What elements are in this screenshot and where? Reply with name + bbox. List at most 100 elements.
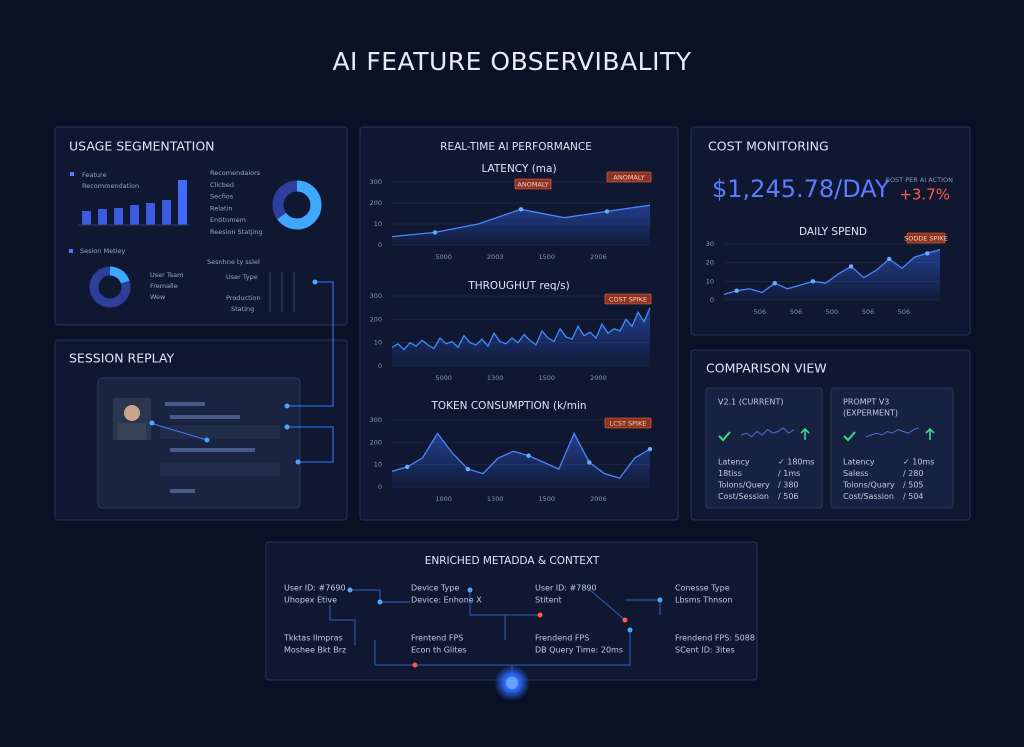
x-tick-label: 1500 — [539, 495, 556, 503]
line — [391, 431, 651, 479]
segment-label: Clicbed — [210, 181, 234, 189]
badge-label: LCST SPIKE — [610, 420, 647, 428]
metric-name: Latency — [843, 458, 875, 467]
tree-label: Sesnhne ty sslel — [207, 258, 260, 266]
arrow-icon — [925, 427, 935, 440]
arrow-icon — [800, 427, 810, 440]
bar — [146, 203, 155, 225]
x-tick-label: 506 — [790, 308, 802, 316]
segment-label: Secfios — [210, 193, 234, 201]
panel-title: ENRICHED METADDA & CONTEXT — [425, 555, 600, 567]
metadata-item: User ID: #7890 — [535, 584, 597, 593]
legend-swatch — [70, 172, 74, 176]
usage-panel — [54, 126, 348, 326]
metric-value: ✓ 180ms — [778, 458, 814, 467]
metric-value: ✓ 10ms — [903, 458, 934, 467]
point — [647, 446, 653, 452]
placeholder — [160, 425, 280, 439]
panel-title: COMPARISON VIEW — [706, 361, 827, 376]
tree-label: User Type — [226, 273, 258, 281]
check-icon — [718, 431, 731, 442]
cost-change: +3.7% — [899, 186, 950, 204]
x-tick-label: 506 — [754, 308, 766, 316]
donut-arc — [272, 180, 322, 230]
page-title: AI FEATURE OBSERVIBALITY — [332, 47, 691, 76]
connector — [149, 281, 334, 463]
tree-label: Stating — [231, 305, 254, 313]
card-title: PROMPT V3 — [843, 398, 889, 407]
x-tick-label: 2003 — [487, 253, 504, 261]
point — [518, 207, 524, 212]
y-tick-label: 300 — [370, 178, 382, 186]
placeholder — [165, 402, 205, 406]
segment-label: Entitnmem — [210, 216, 246, 224]
metric-name: Saless — [843, 469, 868, 478]
metric-value: / 280 — [903, 469, 924, 478]
x-tick-label: 1500 — [539, 253, 556, 261]
bar — [82, 211, 91, 225]
y-tick-label: 200 — [370, 315, 382, 323]
x-tick-label: 2006 — [590, 495, 607, 503]
y-tick-label: 0 — [378, 362, 382, 370]
y-tick-label: 200 — [370, 199, 382, 207]
x-tick-label: 1500 — [539, 374, 556, 382]
bar — [114, 208, 123, 225]
metadata-item: Tkktas Ilmpras — [283, 634, 343, 643]
metric-value: / 506 — [778, 492, 799, 501]
x-tick-label: 1000 — [435, 495, 452, 503]
chart-title: LATENCY (ma) — [481, 163, 556, 175]
line — [723, 248, 941, 296]
metadata-item: DB Query Time: 20ms — [535, 646, 623, 655]
replay-window — [97, 377, 301, 509]
y-tick-label: 300 — [370, 416, 382, 424]
y-tick-label: 10 — [374, 220, 382, 228]
metadata-item: User ID: #7690 — [284, 584, 346, 593]
metadata-item: Econ th Glites — [411, 646, 467, 655]
connector-dots — [149, 279, 318, 465]
segment-label: Reesion Statjing — [210, 228, 263, 236]
metadata-item: Frendend FPS: 5088 — [675, 634, 755, 643]
y-tick-label: 10 — [374, 461, 382, 469]
y-tick-label: 30 — [706, 240, 714, 248]
metadata-item: Frentend FPS — [411, 634, 463, 643]
circuit-dots — [347, 587, 663, 668]
metric-name: Latency — [718, 458, 750, 467]
metadata-item: Frendend FPS — [535, 634, 589, 643]
metric-value: / 1ms — [778, 469, 800, 478]
bar — [98, 209, 107, 225]
metric-value: / 505 — [903, 481, 924, 490]
metadata-item: Lbsms Thnson — [675, 596, 732, 605]
point — [404, 464, 410, 470]
placeholder — [170, 448, 255, 452]
y-tick-label: 20 — [706, 259, 714, 267]
legend-label: Recommendation — [82, 182, 139, 190]
chart-title: THROUGHUT req/s) — [467, 280, 569, 292]
donut-arc — [89, 266, 131, 308]
badge-label: SODDE SPIKE — [904, 235, 948, 243]
x-tick-label: 506 — [898, 308, 910, 316]
y-tick-label: 0 — [378, 241, 382, 249]
panel-title: USAGE SEGMENTATION — [69, 139, 215, 154]
compare-card — [830, 387, 954, 509]
cost-per-action: COST PER AI ACTION — [885, 176, 953, 184]
placeholder — [170, 489, 195, 493]
placeholder — [160, 462, 280, 476]
bar — [130, 205, 139, 225]
x-tick-label: 5000 — [435, 253, 452, 261]
bar — [162, 200, 171, 225]
metadata-item: Device Type — [411, 584, 459, 593]
point — [604, 209, 610, 214]
chart-title: TOKEN CONSUMPTION (k/min — [430, 400, 586, 412]
x-tick-label: 2006 — [590, 253, 607, 261]
y-tick-label: 10 — [374, 339, 382, 347]
legend-label: Feature — [82, 171, 107, 179]
metric-name: Tolons/Query — [717, 481, 770, 490]
point — [465, 466, 471, 472]
avatar-face — [124, 405, 140, 421]
point — [587, 460, 592, 465]
sparkline — [740, 427, 795, 438]
badge — [604, 293, 652, 305]
cost-amount: $1,245.78/DAY — [712, 175, 890, 203]
x-tick-label: 500 — [826, 308, 838, 316]
